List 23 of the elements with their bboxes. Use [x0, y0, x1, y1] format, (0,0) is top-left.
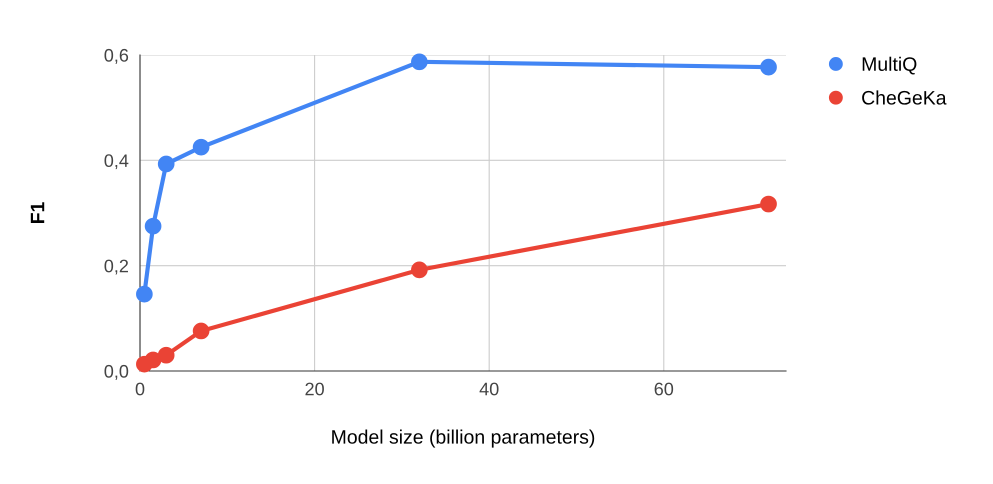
- point: [192, 322, 210, 340]
- x-tick-label: 20: [305, 382, 324, 396]
- point: [136, 286, 153, 302]
- x-tick-label: 60: [654, 382, 674, 396]
- point: [158, 346, 175, 364]
- y-axis-title: F1: [30, 202, 44, 224]
- y-tick-label: 0,4: [104, 154, 128, 170]
- y-tick-label: 0,0: [104, 364, 128, 380]
- legend-label: CheGeKa: [862, 90, 947, 105]
- point: [144, 352, 162, 368]
- point: [760, 58, 777, 76]
- y-tick-label: 0,2: [104, 260, 128, 275]
- legend-label: MultiQ: [862, 56, 916, 74]
- point: [411, 262, 428, 278]
- point: [158, 156, 175, 172]
- point: [760, 196, 777, 212]
- x-axis-title: Model size (billion parameters): [332, 430, 594, 448]
- point: [192, 138, 210, 156]
- x-tick-label: 40: [480, 382, 499, 396]
- y-tick-label: 0,6: [104, 48, 128, 64]
- x-tick-label: 0: [136, 382, 144, 396]
- point: [144, 218, 162, 234]
- point: [411, 54, 428, 70]
